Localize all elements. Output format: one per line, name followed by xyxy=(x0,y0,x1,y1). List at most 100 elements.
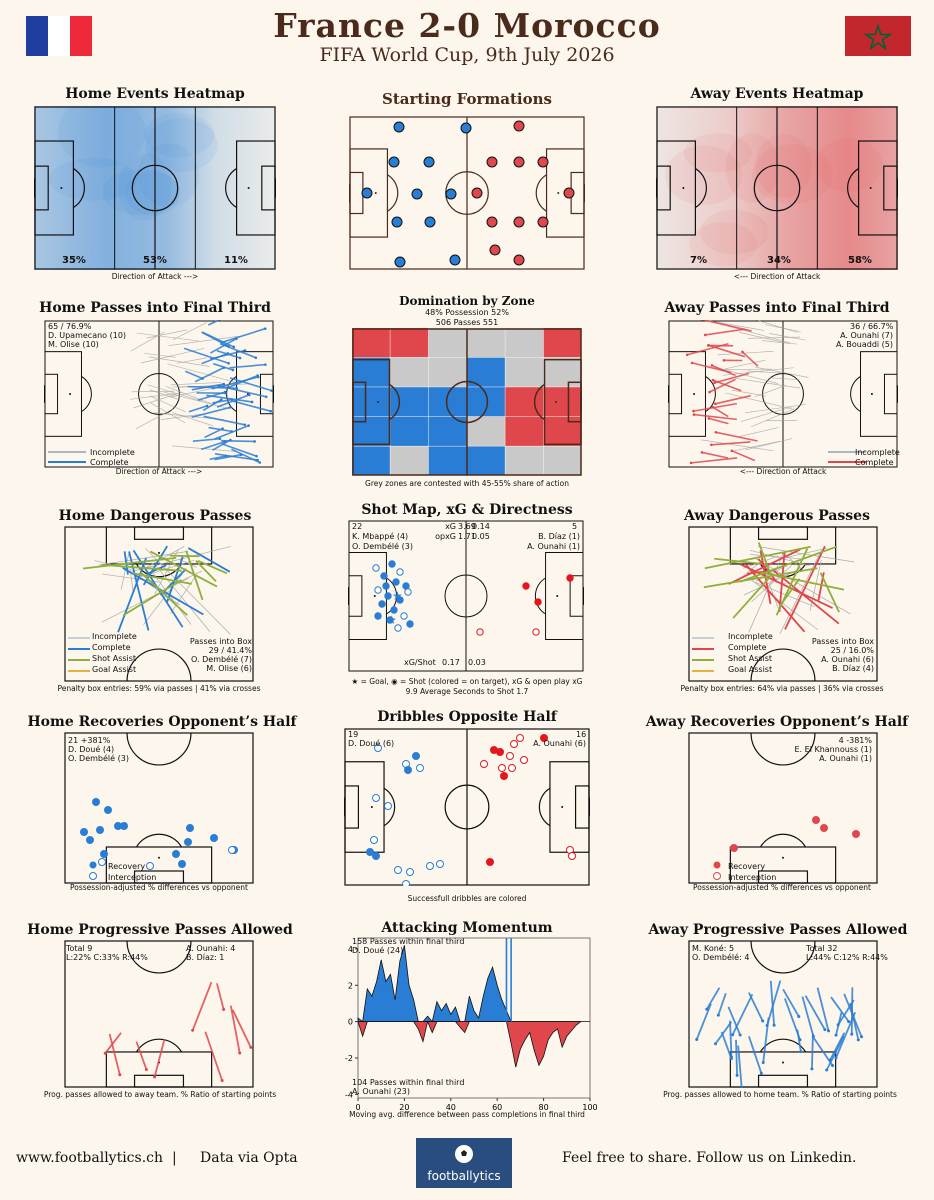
complete-pass xyxy=(715,431,758,442)
goal xyxy=(44,385,45,403)
pass-end xyxy=(144,1067,148,1071)
heatmap-blob xyxy=(755,133,812,198)
recovery-point xyxy=(228,846,236,854)
incomplete-pass xyxy=(717,350,774,356)
pass-end xyxy=(249,1045,253,1049)
recovery-point xyxy=(178,860,186,868)
recovery-point xyxy=(730,844,738,852)
prog-pass xyxy=(835,1011,856,1059)
home-final-third-title: Home Passes into Final Third xyxy=(39,300,271,316)
goal-box xyxy=(349,171,364,215)
home-prog-total: Total 9 xyxy=(66,944,93,953)
home-prog-ratio: L:22% C:33% R:44% xyxy=(66,953,148,962)
penalty-spot xyxy=(370,806,373,808)
complete-pass xyxy=(741,351,759,367)
away-dribble xyxy=(540,734,548,742)
y-tick-label: -4 xyxy=(345,1090,353,1099)
goal xyxy=(349,183,350,203)
home-shot xyxy=(390,606,398,614)
complete-pass xyxy=(778,551,786,613)
home-dangerous-pitch xyxy=(64,526,254,682)
home-shot xyxy=(402,582,410,590)
home-dribble xyxy=(412,752,420,760)
prog-pass xyxy=(813,1037,834,1067)
shot-assist xyxy=(775,548,809,616)
home-legend-recovery: Recovery xyxy=(108,862,146,871)
momentum-bottom-player: A. Ounahi (23) xyxy=(352,1087,411,1096)
centre-circle xyxy=(138,373,180,415)
incomplete-pass xyxy=(701,439,774,452)
incomplete-pass xyxy=(150,402,186,424)
home-final-third-pitch xyxy=(44,320,274,468)
home-shot xyxy=(372,564,380,572)
home-shot xyxy=(400,612,408,620)
complete-pass xyxy=(117,557,147,633)
pass-end xyxy=(243,349,247,352)
incomplete-pass xyxy=(170,574,197,614)
incomplete-pass xyxy=(144,352,176,358)
pass-end xyxy=(247,393,251,397)
incomplete-pass xyxy=(129,570,134,592)
complete-pass xyxy=(221,443,257,457)
away-dribble xyxy=(568,852,576,860)
pass-end xyxy=(238,1051,242,1055)
home-player-marker xyxy=(445,188,457,200)
pass-end xyxy=(243,423,247,427)
shot-map-caption-1: ★ = Goal, ◉ = Shot (colored = on target)… xyxy=(351,677,583,686)
x-tick-label: 40 xyxy=(446,1103,456,1112)
goal-box xyxy=(133,526,185,540)
penalty-arc xyxy=(226,376,237,412)
complete-pass xyxy=(709,378,736,393)
home-dangerous-title: Home Dangerous Passes xyxy=(58,508,252,524)
prog-pass xyxy=(717,993,727,1016)
centre-circle xyxy=(131,164,179,212)
footballytics-logo[interactable]: footballytics xyxy=(416,1138,512,1188)
recovery-point xyxy=(92,798,100,806)
momentum-top-label: 158 Passes within final third xyxy=(352,937,465,946)
dribbles-pitch xyxy=(344,728,590,886)
complete-pass xyxy=(209,349,246,360)
prog-pass xyxy=(695,1003,712,1040)
heatmap-blob xyxy=(145,118,218,172)
centre-circle xyxy=(750,732,816,766)
complete-pass xyxy=(229,377,272,392)
pass-end xyxy=(700,320,704,321)
complete-pass xyxy=(784,545,826,630)
home-player-marker xyxy=(411,188,423,200)
shot-home-count: 22 xyxy=(352,522,363,531)
pass-end xyxy=(710,364,714,367)
penalty-spot xyxy=(554,401,557,403)
centre-circle xyxy=(750,648,816,682)
penalty-spot xyxy=(782,856,784,859)
prog-pass xyxy=(849,1002,860,1041)
zone-cell xyxy=(390,328,429,358)
penalty-spot xyxy=(561,806,564,808)
prog-pass xyxy=(801,996,815,1037)
prog-pass xyxy=(731,993,754,1036)
away-dribble xyxy=(506,752,514,760)
complete-pass xyxy=(200,440,226,451)
away-recoveries-title: Away Recoveries Opponent’s Half xyxy=(645,714,909,730)
incomplete-pass xyxy=(144,548,231,635)
complete-pass xyxy=(217,384,267,398)
ball-icon: footballytics xyxy=(427,1145,501,1183)
prog-pass xyxy=(737,1045,743,1088)
morocco-flag-icon xyxy=(845,16,911,56)
prog-pass xyxy=(727,1006,741,1036)
penalty-spot xyxy=(693,393,696,395)
footer-site-link[interactable]: www.footballytics.ch xyxy=(16,1150,164,1166)
away-player-marker xyxy=(513,120,525,132)
incomplete-pass xyxy=(750,579,819,631)
home-box-stat: 29 / 41.4% xyxy=(208,646,252,655)
away-momentum-area xyxy=(357,1020,582,1068)
pass-end xyxy=(825,1068,829,1072)
dribbles-home-player: D. Doué (6) xyxy=(348,739,395,748)
penalty-box xyxy=(729,1051,837,1088)
home-player-marker xyxy=(361,187,373,199)
x-tick-label: 60 xyxy=(492,1103,502,1112)
complete-pass xyxy=(214,453,242,461)
centre-circle xyxy=(445,380,489,424)
away-player-marker xyxy=(537,156,549,168)
complete-pass xyxy=(188,405,208,413)
zone-cell xyxy=(543,446,582,476)
